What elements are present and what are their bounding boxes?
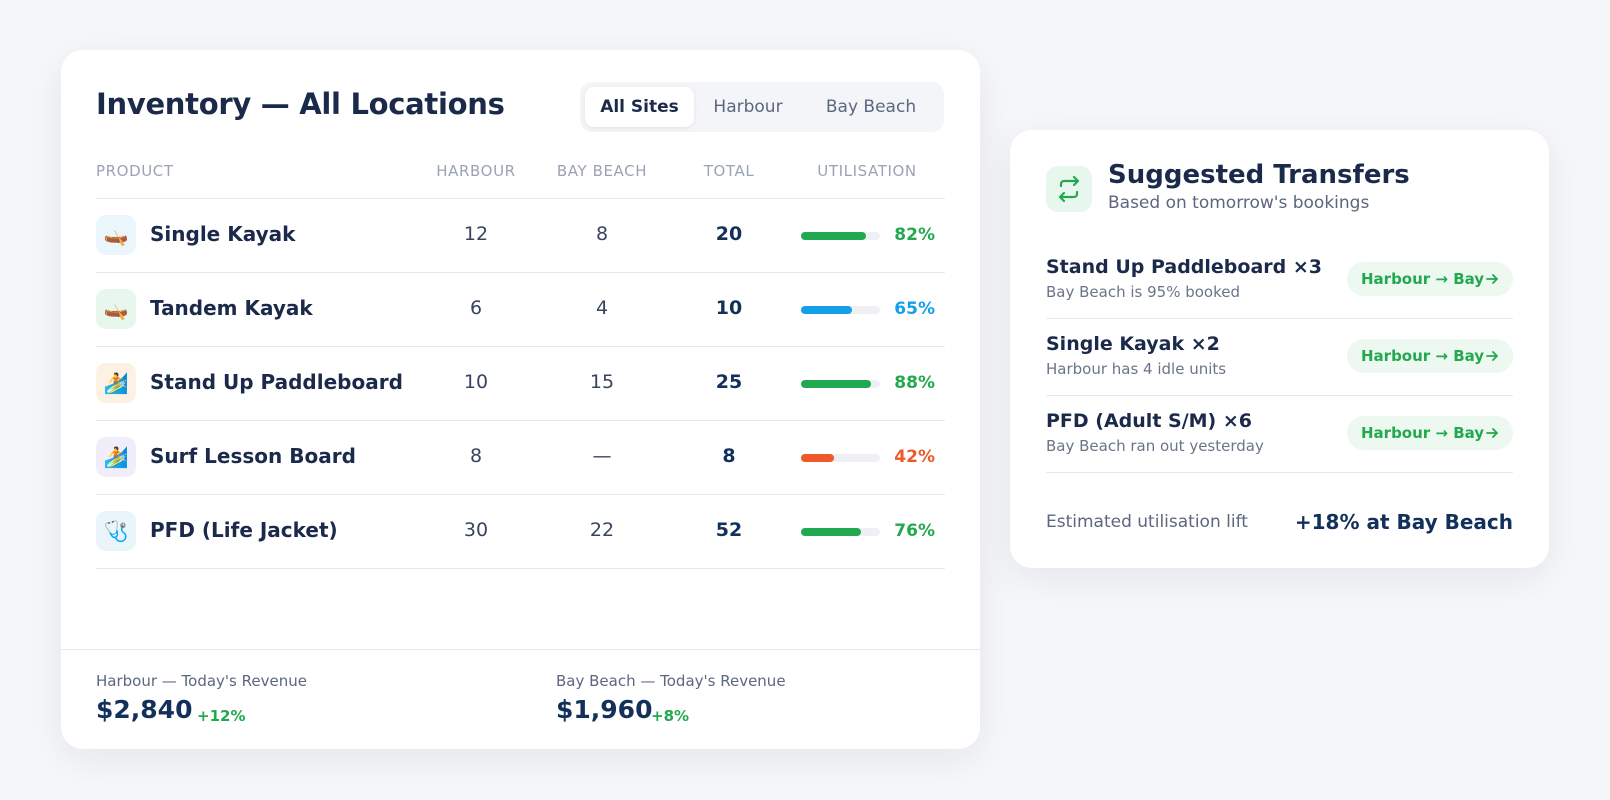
- utilisation-track: [801, 232, 880, 240]
- column-header: PRODUCT: [96, 162, 174, 180]
- bay-beach-count: 15: [589, 371, 615, 393]
- transfer-item: Stand Up Paddleboard ×3: [1046, 256, 1323, 278]
- revenue-value: $2,840: [96, 695, 193, 724]
- total-count: 10: [715, 297, 743, 319]
- product-name: Single Kayak: [150, 222, 296, 246]
- product-name: Stand Up Paddleboard: [150, 370, 403, 394]
- tab[interactable]: Harbour: [713, 97, 783, 117]
- product-icon: 🏄: [96, 363, 136, 403]
- arrow-icon: [1486, 428, 1498, 438]
- header-divider: [96, 198, 945, 199]
- lift-label: Estimated utilisation lift: [1046, 512, 1248, 532]
- utilisation-bar: [801, 232, 866, 240]
- location-tabs: All Sites Harbour Bay Beach: [580, 82, 944, 132]
- row-divider: [96, 568, 945, 569]
- utilisation-track: [801, 454, 880, 462]
- utilisation-label: 76%: [894, 521, 935, 541]
- utilisation-label: 82%: [894, 225, 935, 245]
- product-name: PFD (Life Jacket): [150, 518, 338, 542]
- utilisation-track: [801, 306, 880, 314]
- total-count: 20: [715, 223, 743, 245]
- product-icon: 🛶: [96, 289, 136, 329]
- column-header: BAY BEACH: [556, 162, 648, 180]
- revenue-label: Harbour — Today's Revenue: [96, 672, 307, 690]
- utilisation-bar: [801, 380, 871, 388]
- bay-beach-count: 8: [595, 223, 609, 245]
- row-divider: [96, 494, 945, 495]
- transfer-button[interactable]: Harbour → Bay: [1347, 262, 1513, 296]
- row-divider: [96, 272, 945, 273]
- harbour-count: 12: [463, 223, 489, 245]
- utilisation-label: 65%: [894, 299, 935, 319]
- row-divider: [96, 420, 945, 421]
- utilisation-track: [801, 380, 880, 388]
- utilisation-label: 88%: [894, 373, 935, 393]
- transfers-title: Suggested Transfers: [1108, 160, 1410, 190]
- product-name: Surf Lesson Board: [150, 444, 356, 468]
- transfer-item: Single Kayak ×2: [1046, 333, 1220, 355]
- transfer-icon: [1046, 166, 1092, 212]
- revenue-change: +12%: [197, 707, 246, 725]
- column-header: HARBOUR: [436, 162, 516, 180]
- item-divider: [1046, 472, 1513, 473]
- product-icon: 🛶: [96, 215, 136, 255]
- utilisation-bar: [801, 306, 853, 314]
- transfer-reason: Harbour has 4 idle units: [1046, 360, 1227, 378]
- transfer-reason: Bay Beach is 95% booked: [1046, 283, 1240, 301]
- revenue-label: Bay Beach — Today's Revenue: [556, 672, 786, 690]
- revenue-change: +8%: [651, 707, 690, 725]
- inventory-title: Inventory — All Locations: [96, 87, 505, 121]
- bay-beach-count: —: [592, 445, 612, 467]
- transfer-button[interactable]: Harbour → Bay: [1347, 416, 1513, 450]
- total-count: 8: [722, 445, 736, 467]
- total-count: 52: [715, 519, 743, 541]
- transfers-subtitle: Based on tomorrow's bookings: [1108, 193, 1370, 213]
- transfer-action: Harbour → Bay: [1361, 270, 1485, 288]
- inventory-card: Inventory — All Locations All Sites Harbo…: [61, 50, 980, 749]
- transfer-item: PFD (Adult S/M) ×6: [1046, 410, 1252, 432]
- item-divider: [1046, 318, 1513, 319]
- row-divider: [96, 346, 945, 347]
- harbour-count: 6: [469, 297, 483, 319]
- footer-divider: [61, 649, 980, 650]
- revenue-value: $1,960: [556, 695, 653, 724]
- tab[interactable]: All Sites: [585, 87, 694, 127]
- transfer-action: Harbour → Bay: [1361, 424, 1485, 442]
- total-count: 25: [715, 371, 743, 393]
- column-header: TOTAL: [703, 162, 755, 180]
- harbour-count: 30: [463, 519, 489, 541]
- product-icon: 🏄: [96, 437, 136, 477]
- item-divider: [1046, 395, 1513, 396]
- harbour-count: 8: [469, 445, 483, 467]
- arrow-icon: [1486, 274, 1498, 284]
- product-name: Tandem Kayak: [150, 296, 313, 320]
- utilisation-bar: [801, 528, 862, 536]
- tab[interactable]: Bay Beach: [825, 97, 917, 117]
- column-header: UTILISATION: [817, 162, 917, 180]
- bay-beach-count: 4: [595, 297, 609, 319]
- arrow-icon: [1486, 351, 1498, 361]
- utilisation-label: 42%: [894, 447, 935, 467]
- lift-value: +18% at Bay Beach: [1294, 510, 1513, 534]
- bay-beach-count: 22: [589, 519, 615, 541]
- transfer-reason: Bay Beach ran out yesterday: [1046, 437, 1264, 455]
- transfer-action: Harbour → Bay: [1361, 347, 1485, 365]
- transfer-button[interactable]: Harbour → Bay: [1347, 339, 1513, 373]
- product-icon: 🩺: [96, 511, 136, 551]
- transfers-card: Suggested Transfers Based on tomorrow's …: [1010, 130, 1549, 568]
- utilisation-track: [801, 528, 880, 536]
- harbour-count: 10: [463, 371, 489, 393]
- utilisation-bar: [801, 454, 835, 462]
